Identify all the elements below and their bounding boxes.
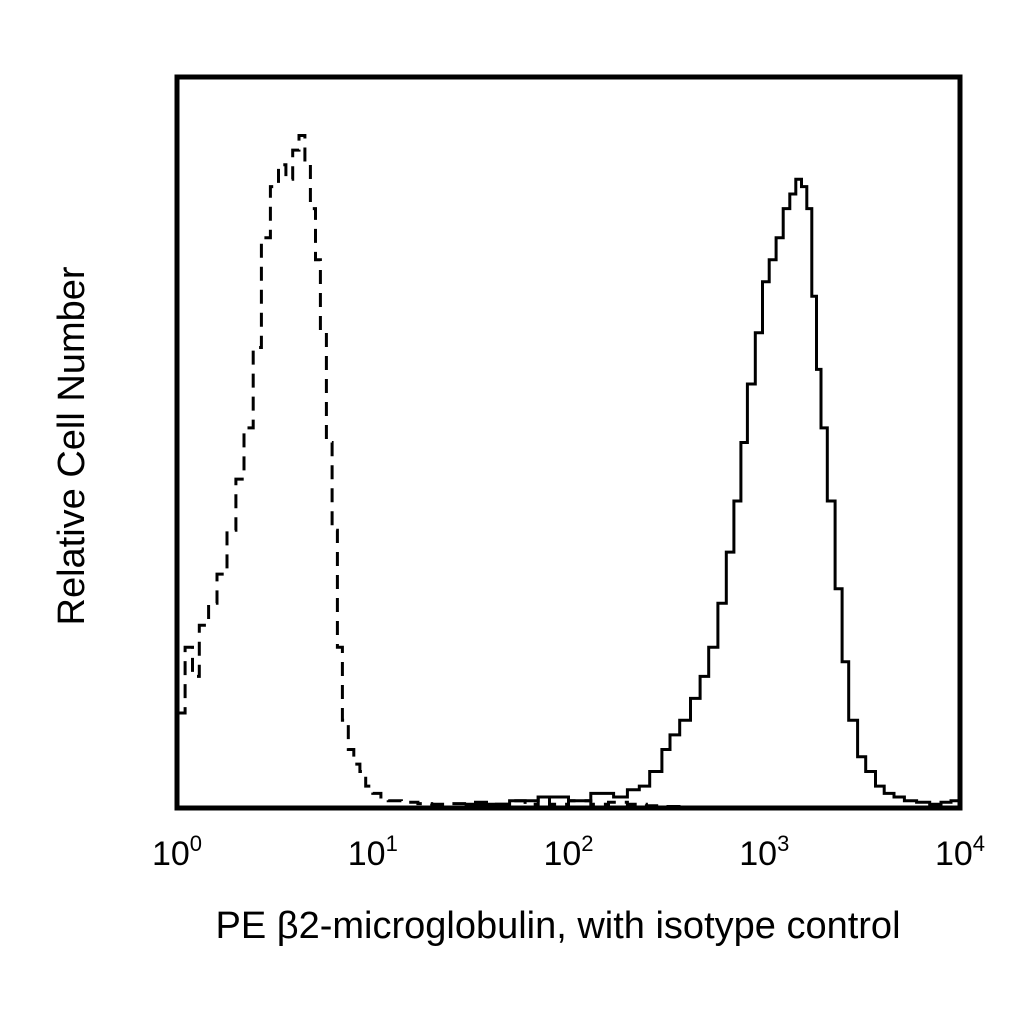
y-axis-title: Relative Cell Number [51,266,93,625]
x-tick-label: 101 [348,831,398,873]
x-axis-title: PE β2-microglobulin, with isotype contro… [215,905,900,947]
x-tick-label: 102 [543,831,593,873]
plot-frame [174,74,963,811]
stained-histogram [177,177,962,810]
x-tick-label: 103 [739,831,789,873]
x-tick-label: 104 [935,831,985,873]
series-layer [177,134,962,810]
x-tick-labels: 100 101 102 103 104 [152,831,985,873]
x-tick-label: 100 [152,831,202,873]
